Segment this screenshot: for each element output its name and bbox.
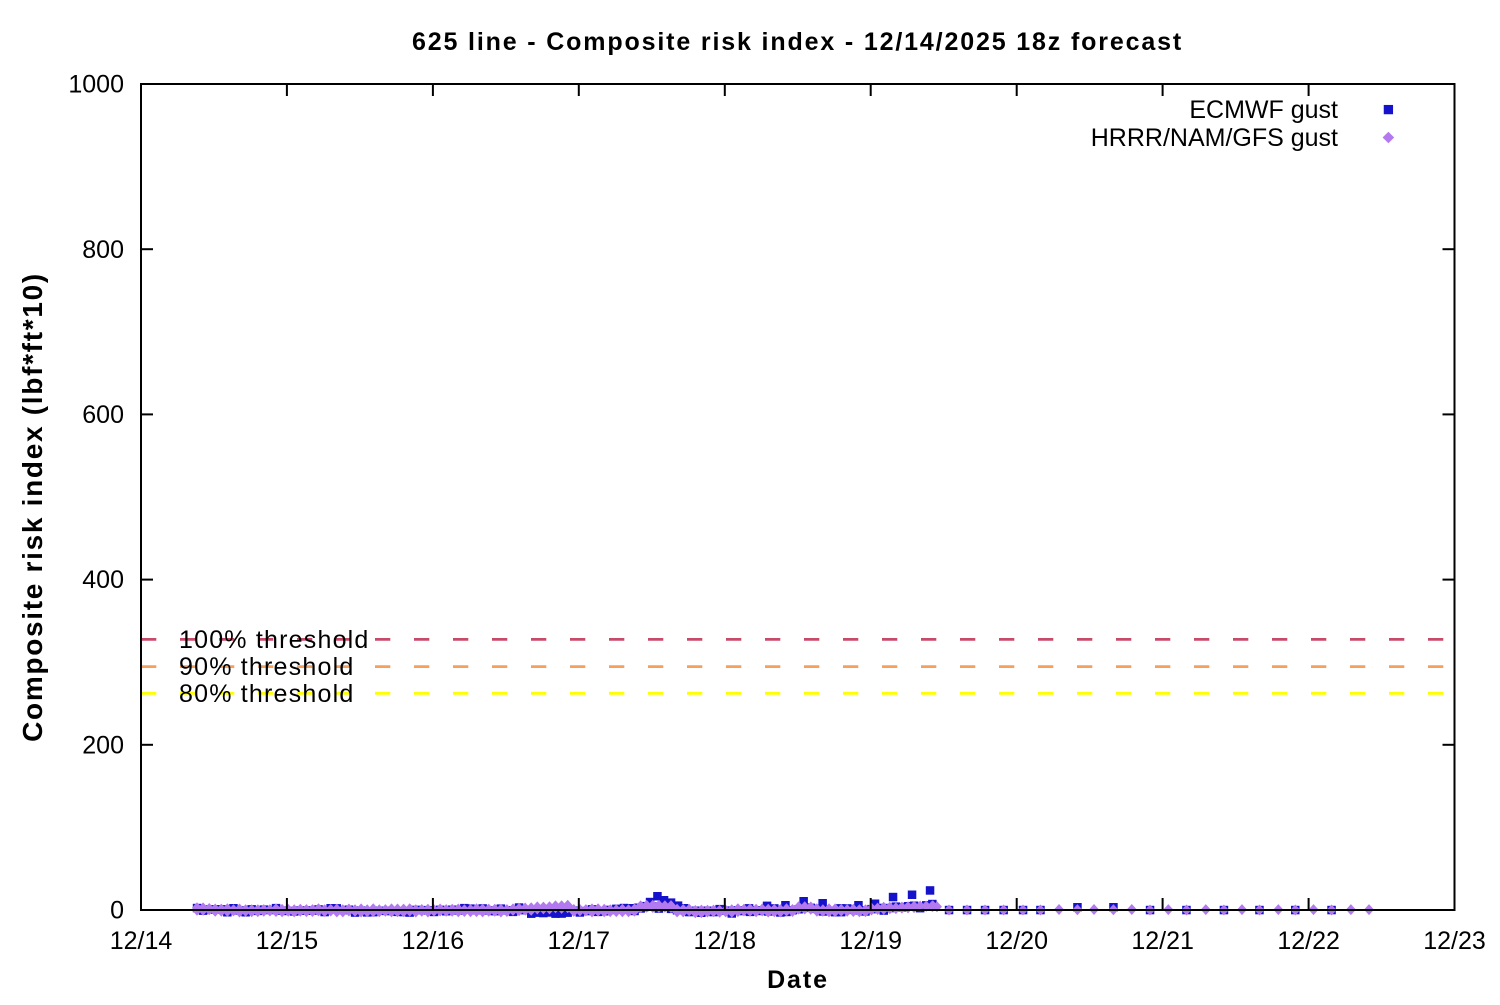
svg-text:800: 800	[82, 236, 124, 264]
svg-text:Date: Date	[767, 966, 829, 994]
svg-text:400: 400	[82, 566, 124, 594]
svg-text:625 line - Composite risk inde: 625 line - Composite risk index - 12/14/…	[412, 28, 1183, 56]
svg-text:Composite risk index (lbf*ft*1: Composite risk index (lbf*ft*10)	[17, 272, 48, 742]
svg-text:HRRR/NAM/GFS gust: HRRR/NAM/GFS gust	[1091, 124, 1338, 152]
svg-text:100% threshold: 100% threshold	[179, 626, 370, 654]
svg-text:600: 600	[82, 401, 124, 429]
svg-text:200: 200	[82, 731, 124, 759]
svg-text:90% threshold: 90% threshold	[179, 653, 354, 681]
svg-text:0: 0	[110, 897, 124, 925]
svg-text:80% threshold: 80% threshold	[179, 680, 354, 708]
svg-text:12/15: 12/15	[256, 927, 319, 955]
svg-text:12/21: 12/21	[1131, 927, 1194, 955]
svg-text:12/20: 12/20	[985, 927, 1048, 955]
svg-text:12/14: 12/14	[110, 927, 173, 955]
svg-text:12/19: 12/19	[839, 927, 902, 955]
svg-text:12/16: 12/16	[402, 927, 465, 955]
svg-text:1000: 1000	[68, 71, 124, 99]
svg-text:12/17: 12/17	[548, 927, 611, 955]
svg-text:12/22: 12/22	[1277, 927, 1340, 955]
svg-text:12/23: 12/23	[1423, 927, 1486, 955]
svg-text:12/18: 12/18	[694, 927, 757, 955]
svg-text:ECMWF gust: ECMWF gust	[1189, 96, 1338, 124]
